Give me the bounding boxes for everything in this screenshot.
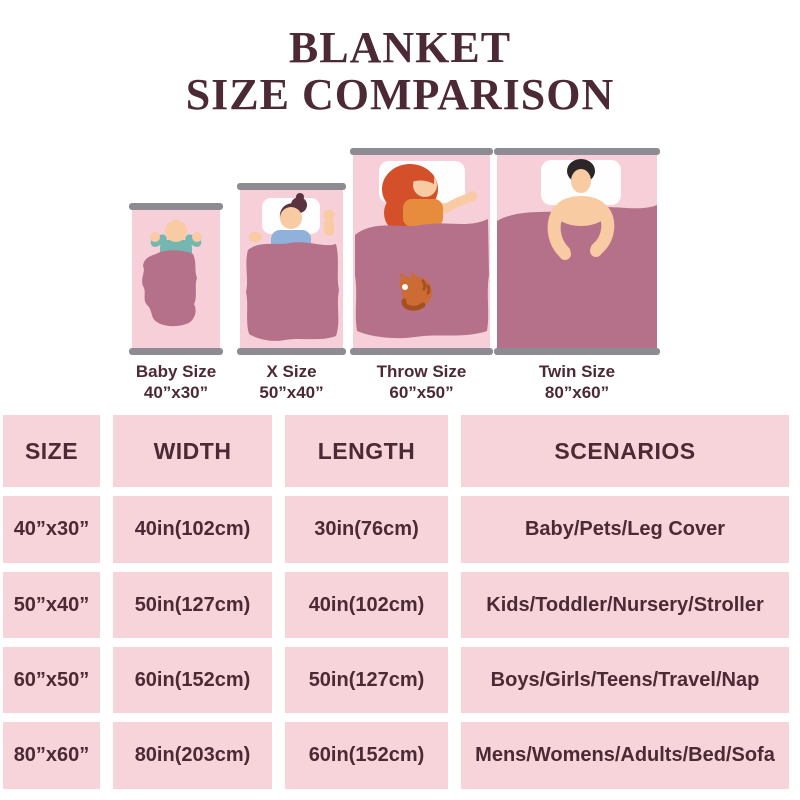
bed-illustration-twin (494, 148, 660, 355)
blanket-shape (246, 242, 339, 341)
bed-bar-top (350, 148, 493, 155)
bed-bar-top (129, 203, 223, 210)
title-line1: BLANKET (288, 23, 512, 72)
table-cell-width: 50in(127cm) (113, 572, 272, 638)
bed-name: Baby Size (135, 362, 217, 381)
table-cell-scenarios: Kids/Toddler/Nursery/Stroller (461, 572, 789, 638)
bed-size: 40”x30” (143, 383, 209, 402)
bed-label-baby: Baby Size 40”x30” (108, 361, 244, 403)
table-cell-size: 50”x40” (3, 572, 100, 638)
bed-name: Throw Size (376, 362, 467, 381)
man-face (571, 169, 591, 193)
bed-size: 60”x50” (389, 383, 454, 402)
table-cell-length: 50in(127cm) (285, 647, 448, 713)
bed-bar-top (237, 183, 346, 190)
table-cell-size: 80”x60” (3, 722, 100, 789)
col-header-width: WIDTH (113, 415, 272, 487)
bed-name: X Size (266, 362, 317, 381)
bed-bar-bottom (237, 348, 346, 355)
table-cell-size: 60”x50” (3, 647, 100, 713)
table-cell-length: 60in(152cm) (285, 722, 448, 789)
table-cell-length: 30in(76cm) (285, 496, 448, 563)
table-cell-scenarios: Baby/Pets/Leg Cover (461, 496, 789, 563)
bed-size: 50”x40” (259, 383, 324, 402)
bed-size: 80”x60” (544, 383, 610, 402)
title-line2: SIZE COMPARISON (185, 70, 615, 119)
table-cell-width: 40in(102cm) (113, 496, 272, 563)
bed-label-twin: Twin Size 80”x60” (507, 361, 647, 403)
table-cell-length: 40in(102cm) (285, 572, 448, 638)
size-comparison-table: SIZE WIDTH LENGTH SCENARIOS 40”x30” 40in… (3, 415, 789, 789)
table-cell-width: 60in(152cm) (113, 647, 272, 713)
blanket-shape (497, 205, 657, 348)
table-cell-size: 40”x30” (3, 496, 100, 563)
man-figure-art (497, 159, 657, 348)
table-cell-scenarios: Boys/Girls/Teens/Travel/Nap (461, 647, 789, 713)
bed-illustration-throw (350, 148, 493, 355)
redhead-figure-art (355, 161, 489, 339)
bed-bar-bottom (129, 348, 223, 355)
col-header-size: SIZE (3, 415, 100, 487)
bed-illustration-x (237, 183, 346, 355)
bed-illustration-baby (129, 203, 223, 355)
bed-bar-bottom (494, 348, 660, 355)
bed-bar-bottom (350, 348, 493, 355)
bed-label-throw: Throw Size 60”x50” (351, 361, 492, 403)
man-arms (547, 196, 615, 260)
cat-icon (399, 272, 432, 311)
woman-figure-art (246, 193, 339, 341)
redhead-woman-figure (382, 164, 477, 231)
bed-label-x: X Size 50”x40” (226, 361, 357, 403)
table-cell-scenarios: Mens/Womens/Adults/Bed/Sofa (461, 722, 789, 789)
table-cell-width: 80in(203cm) (113, 722, 272, 789)
col-header-scenarios: SCENARIOS (461, 415, 789, 487)
page-title: BLANKET SIZE COMPARISON (0, 24, 800, 118)
blanket-shape (142, 250, 197, 327)
bed-name: Twin Size (538, 362, 616, 381)
col-header-length: LENGTH (285, 415, 448, 487)
bed-bar-top (494, 148, 660, 155)
baby-figure-art (142, 220, 202, 327)
